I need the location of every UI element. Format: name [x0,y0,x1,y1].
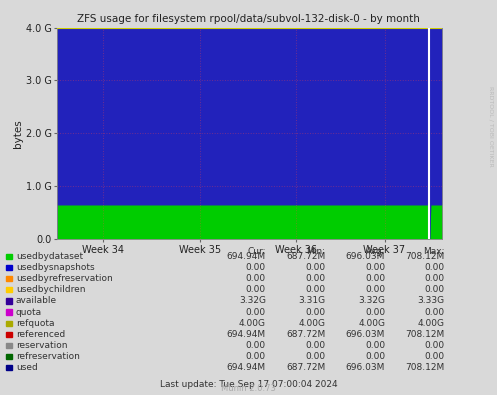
Text: 0.00: 0.00 [246,275,266,283]
Text: 4.00G: 4.00G [299,319,326,327]
Text: 0.00: 0.00 [246,352,266,361]
Text: Last update: Tue Sep 17 07:00:04 2024: Last update: Tue Sep 17 07:00:04 2024 [160,380,337,389]
Text: 3.32G: 3.32G [358,297,385,305]
Text: refreservation: refreservation [16,352,80,361]
Text: 708.12M: 708.12M [406,252,445,261]
Text: 0.00: 0.00 [425,263,445,272]
Text: 0.00: 0.00 [365,341,385,350]
Text: referenced: referenced [16,330,65,339]
Text: 0.00: 0.00 [246,286,266,294]
Text: Munin 2.0.73: Munin 2.0.73 [221,384,276,393]
Text: usedbyrefreservation: usedbyrefreservation [16,275,113,283]
Text: 0.00: 0.00 [365,352,385,361]
Text: RRDTOOL / TOBI OETIKER: RRDTOOL / TOBI OETIKER [488,86,493,167]
Text: 687.72M: 687.72M [286,252,326,261]
Text: 0.00: 0.00 [246,263,266,272]
Text: 0.00: 0.00 [306,308,326,316]
Text: 0.00: 0.00 [306,275,326,283]
Text: 687.72M: 687.72M [286,330,326,339]
Text: 0.00: 0.00 [425,341,445,350]
Text: 0.00: 0.00 [246,308,266,316]
Text: 0.00: 0.00 [306,341,326,350]
Text: 0.00: 0.00 [306,263,326,272]
Text: 4.00G: 4.00G [358,319,385,327]
Text: Cur:: Cur: [248,247,266,256]
Text: 0.00: 0.00 [306,352,326,361]
Text: Max:: Max: [423,247,445,256]
Text: 0.00: 0.00 [425,352,445,361]
Text: reservation: reservation [16,341,68,350]
Y-axis label: bytes: bytes [13,119,23,148]
Text: 0.00: 0.00 [306,286,326,294]
Text: 708.12M: 708.12M [406,363,445,372]
Text: 694.94M: 694.94M [227,330,266,339]
Text: Avg:: Avg: [366,247,385,256]
Text: 4.00G: 4.00G [239,319,266,327]
Text: usedbydataset: usedbydataset [16,252,83,261]
Text: 696.03M: 696.03M [346,363,385,372]
Text: 0.00: 0.00 [365,275,385,283]
Text: 3.33G: 3.33G [417,297,445,305]
Text: 0.00: 0.00 [425,275,445,283]
Text: 3.32G: 3.32G [239,297,266,305]
Text: 708.12M: 708.12M [406,330,445,339]
Text: 0.00: 0.00 [365,263,385,272]
Text: 0.00: 0.00 [425,308,445,316]
Text: 696.03M: 696.03M [346,330,385,339]
Text: usedbysnapshots: usedbysnapshots [16,263,94,272]
Text: used: used [16,363,38,372]
Text: 0.00: 0.00 [425,286,445,294]
Text: refquota: refquota [16,319,54,327]
Text: 4.00G: 4.00G [418,319,445,327]
Text: 694.94M: 694.94M [227,363,266,372]
Text: 0.00: 0.00 [365,308,385,316]
Text: 3.31G: 3.31G [298,297,326,305]
Text: 694.94M: 694.94M [227,252,266,261]
Text: available: available [16,297,57,305]
Text: quota: quota [16,308,42,316]
Text: 696.03M: 696.03M [346,252,385,261]
Text: usedbychildren: usedbychildren [16,286,85,294]
Text: 687.72M: 687.72M [286,363,326,372]
Text: 0.00: 0.00 [246,341,266,350]
Text: ZFS usage for filesystem rpool/data/subvol-132-disk-0 - by month: ZFS usage for filesystem rpool/data/subv… [77,14,420,24]
Text: 0.00: 0.00 [365,286,385,294]
Text: Min:: Min: [307,247,326,256]
